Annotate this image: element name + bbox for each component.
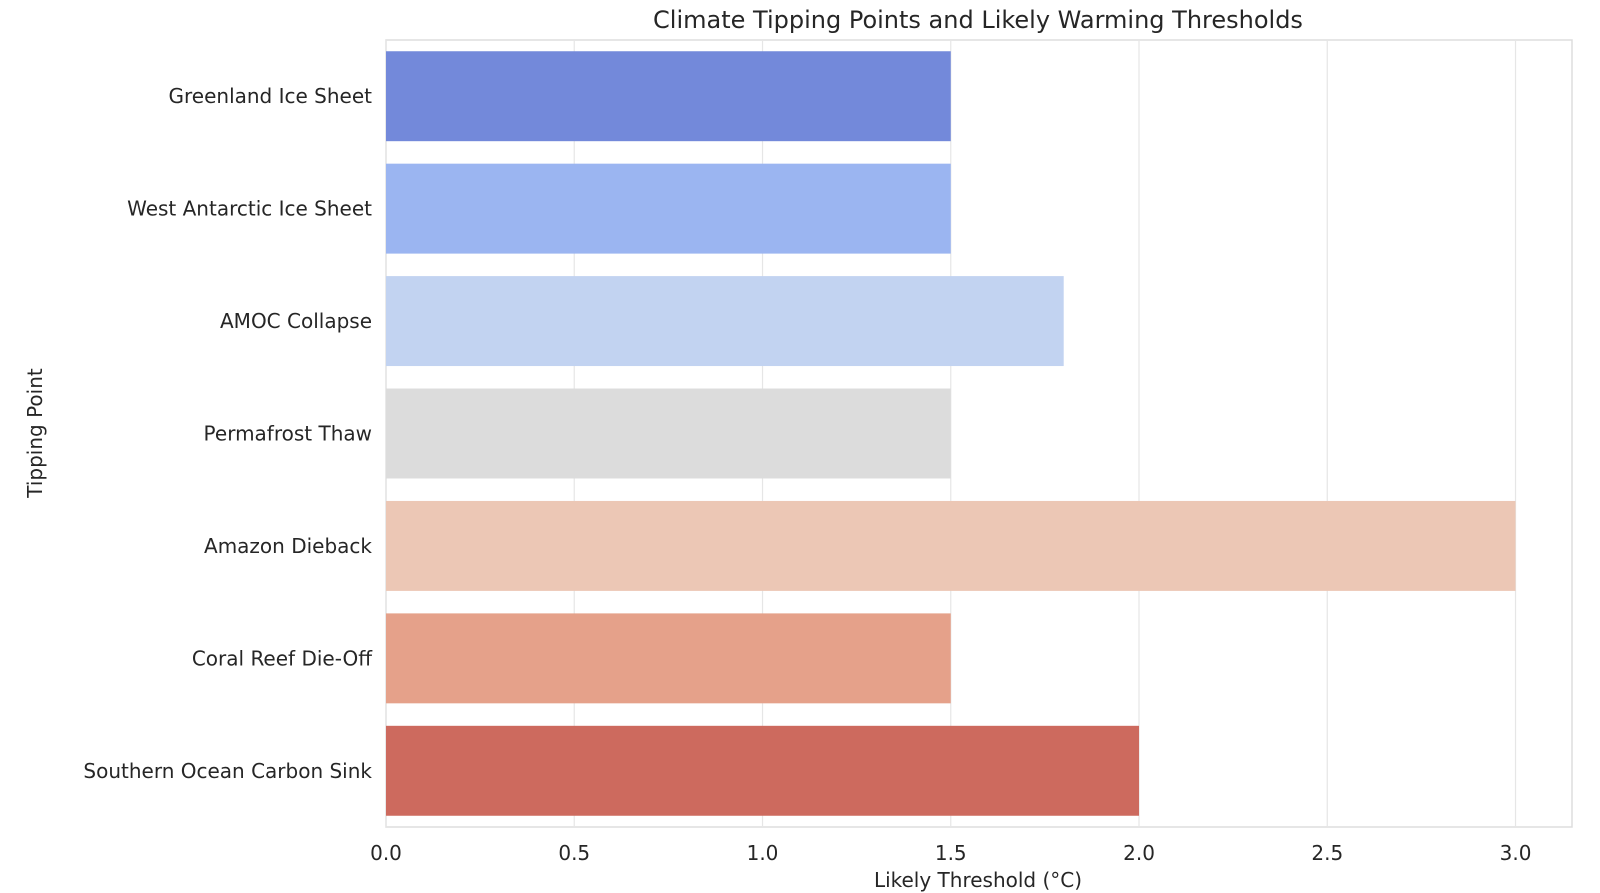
- x-axis-label: Likely Threshold (°C): [874, 868, 1082, 892]
- x-tick-label: 1.5: [935, 841, 967, 865]
- y-category-label: Southern Ocean Carbon Sink: [83, 759, 372, 783]
- x-tick-label: 2.5: [1311, 841, 1343, 865]
- bar: [386, 163, 951, 254]
- x-tick-label: 3.0: [1500, 841, 1532, 865]
- y-category-label: Permafrost Thaw: [204, 422, 372, 446]
- chart-title: Climate Tipping Points and Likely Warmin…: [653, 6, 1303, 34]
- x-tick-label: 2.0: [1123, 841, 1155, 865]
- x-tick-label: 0.5: [558, 841, 590, 865]
- bar: [386, 725, 1140, 816]
- x-tick-label: 1.0: [747, 841, 779, 865]
- bar: [386, 613, 951, 704]
- bars: [386, 51, 1516, 816]
- y-category-labels: Greenland Ice Sheet West Antarctic Ice Sh…: [83, 84, 373, 783]
- y-category-label: West Antarctic Ice Sheet: [127, 197, 372, 221]
- y-category-label: Coral Reef Die-Off: [192, 646, 373, 670]
- x-tick-label: 0.0: [370, 841, 402, 865]
- y-category-label: Greenland Ice Sheet: [169, 84, 373, 108]
- bar: [386, 276, 1064, 367]
- x-tick-labels: 0.0 0.5 1.0 1.5 2.0 2.5 3.0: [370, 841, 1531, 865]
- bar: [386, 500, 1516, 591]
- bar: [386, 51, 951, 142]
- bar: [386, 388, 951, 479]
- y-category-label: Amazon Dieback: [204, 534, 372, 558]
- y-category-label: AMOC Collapse: [220, 309, 372, 333]
- y-axis-label: Tipping Point: [23, 368, 47, 499]
